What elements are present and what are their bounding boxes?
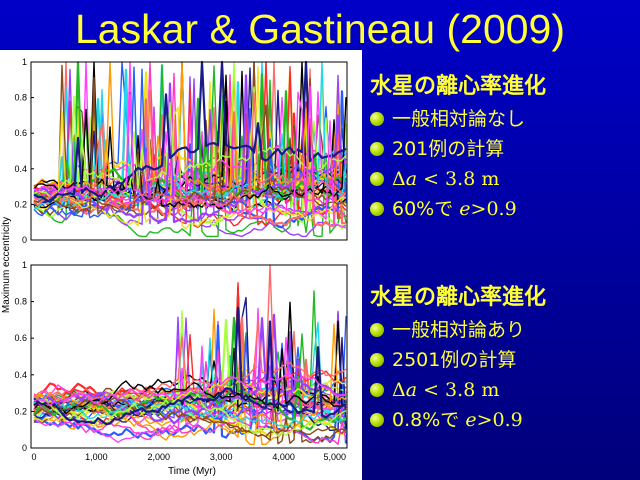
y-tick-label: 0.4 (14, 164, 27, 174)
y-tick-label: 0.2 (14, 199, 27, 209)
top-plot: 0 0.2 0.4 0.6 0.8 1 (14, 57, 348, 245)
bullet-icon (370, 202, 384, 216)
eccentricity-trace (34, 393, 347, 428)
panel2-item-4-text: 0.8%で (392, 409, 466, 431)
eccentricity-trace (33, 323, 347, 441)
eccentricity-plots: 0 0.2 0.4 0.6 0.8 1 0 0.2 0.4 0.6 0.8 1 0 1,000 2,00… (1, 57, 348, 477)
eccentricity-figure: 0 0.2 0.4 0.6 0.8 1 0 0.2 0.4 0.6 0.8 1 0 1,000 2,00… (0, 50, 362, 480)
eccentricity-trace (33, 306, 347, 426)
bullet-icon (370, 413, 384, 427)
panel1-item-4: 60%で e >0.9 (370, 194, 638, 224)
bottom-x-ticks: 0 1,000 2,000 3,000 4,000 5,000 (31, 452, 346, 462)
panel1-heading: 水星の離心率進化 (370, 74, 547, 99)
y-tick-label: 0.6 (14, 333, 27, 343)
x-tick-label: 2,000 (148, 452, 171, 462)
x-tick-label: 4,000 (272, 452, 295, 462)
x-axis-label: Time (Myr) (168, 466, 216, 477)
panel1-item-1-text: 一般相対論なし (392, 108, 526, 130)
bottom-plot-border (30, 264, 348, 449)
eccentricity-trace (33, 85, 347, 229)
panel2-item-2-text: 2501例の計算 (392, 349, 517, 371)
panel2-item-3-rest: < 3.8 m (417, 379, 500, 401)
eccentricity-trace (33, 397, 347, 438)
panel2-item-4: 0.8%で e >0.9 (370, 405, 638, 435)
top-y-ticks: 0 0.2 0.4 0.6 0.8 1 (14, 57, 34, 245)
y-tick-label: 0 (22, 443, 27, 453)
eccentricity-trace (33, 61, 347, 209)
top-plot-border (30, 61, 348, 241)
y-tick-label: 0.8 (14, 93, 27, 103)
eccentricity-trace (33, 66, 347, 230)
bullet-icon (370, 353, 384, 367)
y-tick-label: 1 (22, 57, 27, 67)
panel1-item-4-var: e (459, 198, 471, 220)
panel1-item-3-rest: < 3.8 m (417, 168, 500, 190)
panel2-item-4-var: e (465, 409, 477, 431)
bullet-icon (370, 383, 384, 397)
panel1-item-2-text: 201例の計算 (392, 138, 505, 160)
panel1-item-3-prefix: Δ (392, 168, 406, 190)
panel1-item-4-rest: >0.9 (470, 198, 517, 220)
y-tick-label: 0.6 (14, 128, 27, 138)
bottom-plot: 0 0.2 0.4 0.6 0.8 1 0 1,000 2,000 3,000 4,000 5,00… (14, 260, 348, 462)
panel2-heading: 水星の離心率進化 (370, 285, 547, 310)
eccentricity-trace (33, 282, 347, 414)
y-tick-label: 0.4 (14, 370, 27, 380)
y-axis-label: Maximum eccentricity (1, 217, 12, 313)
eccentricity-trace (33, 98, 347, 227)
panel1-item-2: 201例の計算 (370, 134, 638, 164)
panel2-item-3-prefix: Δ (392, 379, 406, 401)
x-tick-label: 0 (31, 452, 36, 462)
bottom-plot-series (33, 264, 348, 445)
bullet-icon (370, 142, 384, 156)
y-tick-label: 0.2 (14, 406, 27, 416)
panel1-item-4-text: 60%で (392, 198, 460, 220)
y-tick-label: 1 (22, 260, 27, 270)
panel2-item-1: 一般相対論あり (370, 315, 638, 345)
bottom-y-ticks: 0 0.2 0.4 0.6 0.8 1 (14, 260, 34, 453)
panel2-item-1-text: 一般相対論あり (392, 319, 526, 341)
x-tick-label: 3,000 (210, 452, 233, 462)
bullet-icon (370, 112, 384, 126)
panel2-item-2: 2501例の計算 (370, 345, 638, 375)
slide-title: Laskar & Gastineau (2009) (75, 6, 565, 52)
panel2-item-4-rest: >0.9 (476, 409, 523, 431)
panel2-item-3-var: a (405, 379, 418, 401)
y-tick-label: 0.8 (14, 297, 27, 307)
top-plot-series (33, 60, 348, 238)
bullet-icon (370, 172, 384, 186)
eccentricity-trace (33, 336, 347, 443)
x-tick-label: 5,000 (323, 452, 346, 462)
y-tick-label: 0 (22, 235, 27, 245)
eccentricity-trace (33, 393, 347, 437)
eccentricity-trace (33, 60, 347, 203)
panel1-item-3-var: a (405, 168, 418, 190)
bullet-icon (370, 323, 384, 337)
panel1-item-1: 一般相対論なし (370, 104, 638, 134)
x-tick-label: 1,000 (85, 452, 108, 462)
eccentricity-trace (33, 330, 347, 414)
eccentricity-trace (33, 373, 347, 407)
